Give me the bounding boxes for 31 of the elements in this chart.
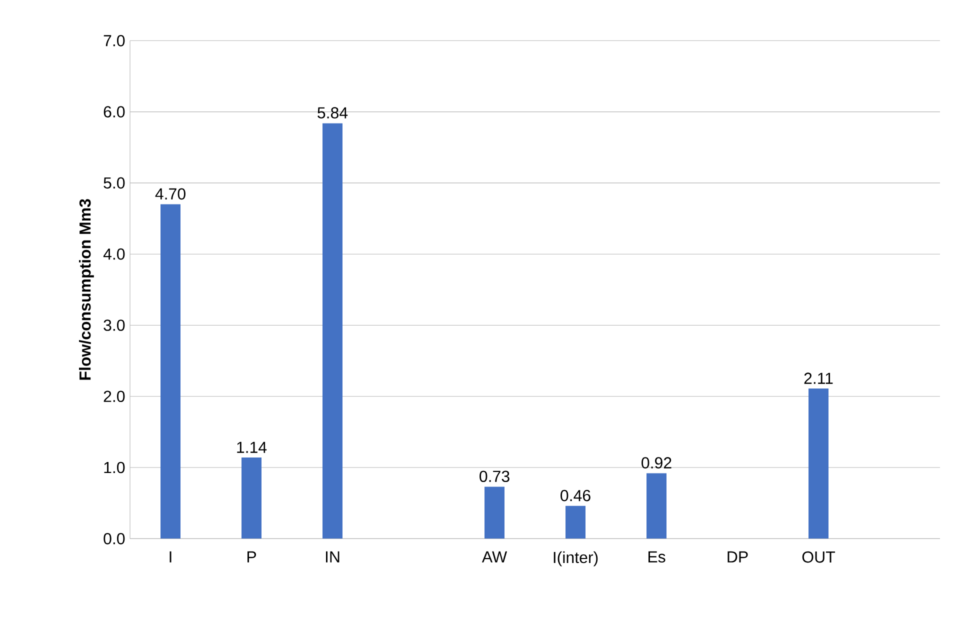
data-label: 4.70: [155, 188, 186, 200]
x-tick-label: I(inter): [554, 551, 598, 566]
bar: [242, 457, 262, 539]
data-label: 5.84: [318, 107, 348, 118]
x-tick-label: OUT: [802, 551, 836, 563]
bar: [484, 486, 505, 539]
bar: [646, 473, 667, 539]
y-tick-label: 3.0: [104, 319, 125, 331]
data-label: 0.73: [480, 470, 510, 482]
x-tick-label: Es: [648, 551, 666, 562]
x-tick-label: I: [170, 551, 172, 562]
bar: [808, 388, 829, 539]
x-tick-label: P: [247, 551, 256, 562]
y-tick-label: 5.0: [104, 177, 125, 188]
y-axis-title: Flow/consumption Mm3: [78, 198, 94, 380]
data-label: 2.11: [804, 372, 833, 384]
y-tick-label: 7.0: [104, 34, 125, 46]
y-tick-label: 1.0: [104, 462, 125, 474]
y-tick-label: 2.0: [104, 390, 125, 402]
bar: [566, 506, 586, 539]
y-tick-label: 6.0: [104, 106, 125, 118]
data-label: 1.14: [237, 442, 267, 453]
data-label: 0.46: [560, 490, 590, 502]
x-tick-label: IN: [326, 551, 340, 562]
y-tick-label: 0.0: [104, 532, 125, 544]
x-tick-label: DP: [728, 551, 748, 562]
x-tick-label: AW: [482, 551, 508, 562]
data-label: 0.92: [642, 457, 672, 468]
bar: [160, 204, 181, 539]
y-tick-label: 4.0: [103, 248, 125, 260]
bar: [322, 123, 343, 539]
